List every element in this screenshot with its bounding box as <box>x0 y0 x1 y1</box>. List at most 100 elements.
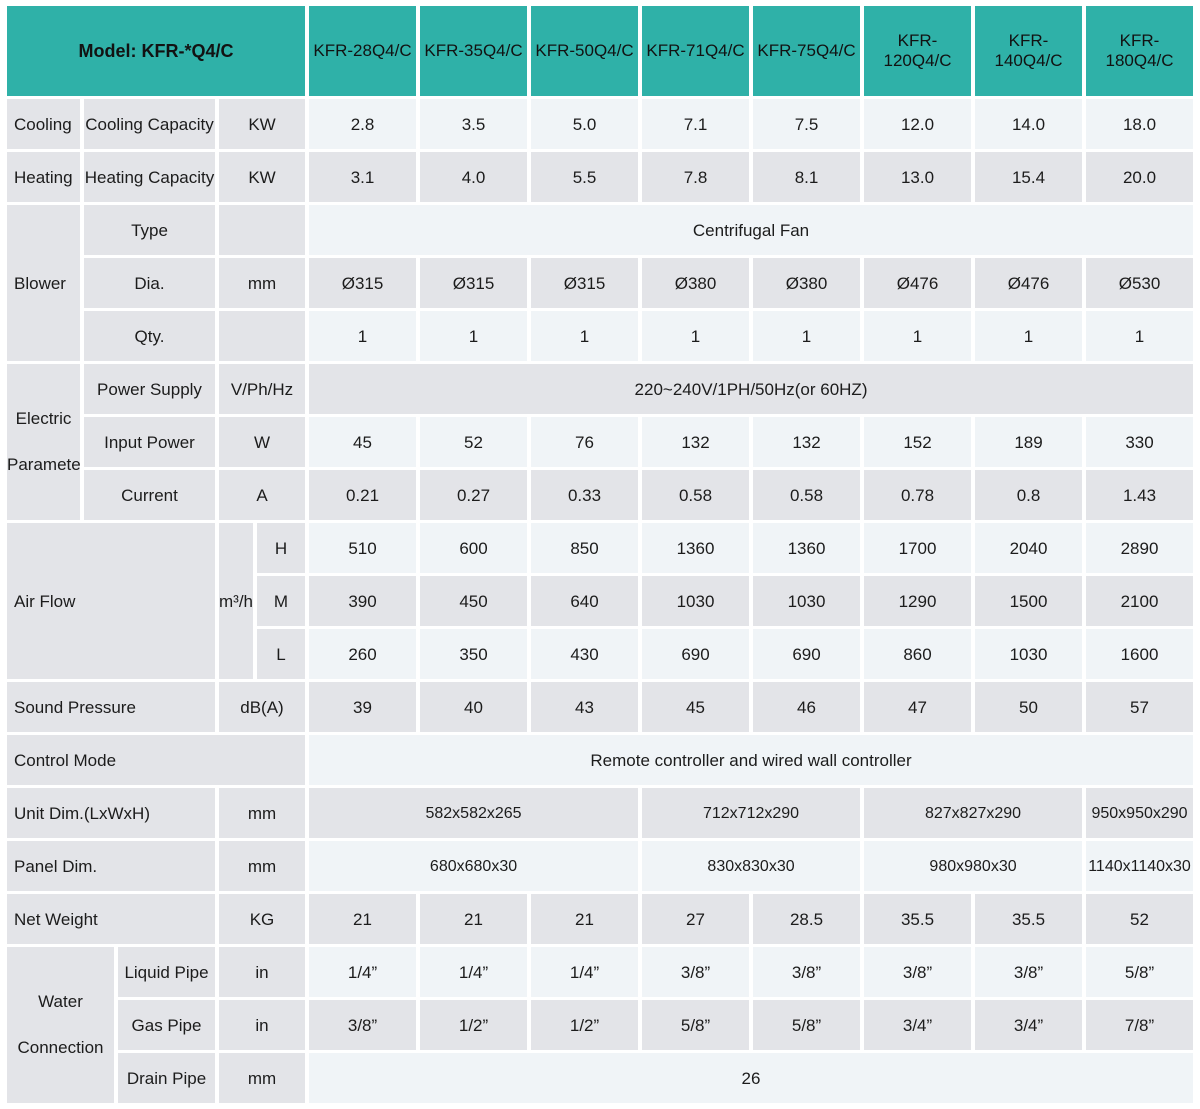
model-column-header: KFR-71Q4/C <box>642 6 750 96</box>
value-cell: 0.78 <box>864 470 972 520</box>
model-column-header: KFR-35Q4/C <box>420 6 528 96</box>
value-cell: 1290 <box>864 576 972 626</box>
row-blower-dia: Dia. mm Ø315 Ø315 Ø315 Ø380 Ø380 Ø476 Ø4… <box>7 258 1194 308</box>
value-cell: 7.1 <box>642 99 750 149</box>
row-airflow-medium: M 390 450 640 1030 1030 1290 1500 2100 <box>7 576 1194 626</box>
value-cell: 950x950x290 <box>1086 788 1194 838</box>
value-cell-span: Centrifugal Fan <box>309 205 1194 255</box>
value-cell: 860 <box>864 629 972 679</box>
model-column-header: KFR-180Q4/C <box>1086 6 1194 96</box>
value-cell: 18.0 <box>1086 99 1194 149</box>
value-cell: 430 <box>531 629 639 679</box>
value-cell: 4.0 <box>420 152 528 202</box>
value-cell: 1600 <box>1086 629 1194 679</box>
value-cell: Ø380 <box>642 258 750 308</box>
value-cell: 1 <box>309 311 417 361</box>
sub-label: Power Supply <box>84 364 215 414</box>
category-label: Electric Parameter <box>7 364 80 520</box>
value-cell: 390 <box>309 576 417 626</box>
unit-label: in <box>219 947 306 997</box>
value-cell: 3/8” <box>753 947 861 997</box>
value-cell: 2100 <box>1086 576 1194 626</box>
value-cell: 1140x1140x30 <box>1086 841 1194 891</box>
value-cell: 850 <box>531 523 639 573</box>
value-cell: 1 <box>1086 311 1194 361</box>
value-cell: 5/8” <box>642 1000 750 1050</box>
value-cell: 1030 <box>642 576 750 626</box>
value-cell: 1030 <box>975 629 1083 679</box>
value-cell: 21 <box>420 894 528 944</box>
value-cell: 132 <box>753 417 861 467</box>
value-cell: 5.5 <box>531 152 639 202</box>
value-cell: 13.0 <box>864 152 972 202</box>
value-cell: 2.8 <box>309 99 417 149</box>
sub-label: Cooling Capacity <box>84 99 215 149</box>
value-cell: 1.43 <box>1086 470 1194 520</box>
unit-label: mm <box>219 1053 306 1103</box>
row-input-power: Input Power W 45 52 76 132 132 152 189 3… <box>7 417 1194 467</box>
value-cell: 57 <box>1086 682 1194 732</box>
value-cell: Ø315 <box>420 258 528 308</box>
value-cell: 52 <box>420 417 528 467</box>
value-cell: 27 <box>642 894 750 944</box>
spec-table: Model: KFR-*Q4/C KFR-28Q4/C KFR-35Q4/C K… <box>3 3 1197 1106</box>
value-cell: 350 <box>420 629 528 679</box>
value-cell: 2890 <box>1086 523 1194 573</box>
row-drain-pipe: Drain Pipe mm 26 <box>7 1053 1194 1103</box>
value-cell: Ø380 <box>753 258 861 308</box>
value-cell: 1030 <box>753 576 861 626</box>
row-blower-type: Blower Type Centrifugal Fan <box>7 205 1194 361</box>
value-cell: 7.5 <box>753 99 861 149</box>
category-label: Blower <box>7 205 80 361</box>
value-cell: 189 <box>975 417 1083 467</box>
value-cell: 1 <box>420 311 528 361</box>
model-column-header: KFR-50Q4/C <box>531 6 639 96</box>
value-cell: 1360 <box>642 523 750 573</box>
value-cell-span: 680x680x30 <box>309 841 639 891</box>
value-cell: 43 <box>531 682 639 732</box>
value-cell: 1700 <box>864 523 972 573</box>
value-cell: 35.5 <box>975 894 1083 944</box>
value-cell: 0.58 <box>753 470 861 520</box>
value-cell: 330 <box>1086 417 1194 467</box>
unit-label: dB(A) <box>219 682 306 732</box>
value-cell: 3/8” <box>975 947 1083 997</box>
value-cell: 152 <box>864 417 972 467</box>
value-cell: 3/8” <box>642 947 750 997</box>
speed-label: H <box>257 523 306 573</box>
row-panel-dim: Panel Dim. mm 680x680x30 830x830x30 980x… <box>7 841 1194 891</box>
value-cell: 260 <box>309 629 417 679</box>
value-cell: 35.5 <box>864 894 972 944</box>
value-cell: 0.8 <box>975 470 1083 520</box>
value-cell: 1500 <box>975 576 1083 626</box>
value-cell-span: 220~240V/1PH/50Hz(or 60HZ) <box>309 364 1194 414</box>
value-cell-span: 980x980x30 <box>864 841 1083 891</box>
value-cell: 40 <box>420 682 528 732</box>
value-cell: Ø315 <box>531 258 639 308</box>
category-label: Unit Dim.(LxWxH) <box>7 788 215 838</box>
unit-label: KW <box>219 152 306 202</box>
category-label: Sound Pressure <box>7 682 215 732</box>
value-cell: 2040 <box>975 523 1083 573</box>
value-cell: 640 <box>531 576 639 626</box>
row-blower-qty: Qty. 1 1 1 1 1 1 1 1 <box>7 311 1194 361</box>
value-cell: 1 <box>864 311 972 361</box>
category-label: Panel Dim. <box>7 841 215 891</box>
speed-label: L <box>257 629 306 679</box>
value-cell-span: Remote controller and wired wall control… <box>309 735 1194 785</box>
category-label: Net Weight <box>7 894 215 944</box>
unit-label: mm <box>219 788 306 838</box>
value-cell: 28.5 <box>753 894 861 944</box>
row-net-weight: Net Weight KG 21 21 21 27 28.5 35.5 35.5… <box>7 894 1194 944</box>
value-cell: 21 <box>531 894 639 944</box>
value-cell: 8.1 <box>753 152 861 202</box>
value-cell: 690 <box>753 629 861 679</box>
value-cell: 52 <box>1086 894 1194 944</box>
value-cell: 45 <box>309 417 417 467</box>
row-gas-pipe: Gas Pipe in 3/8” 1/2” 1/2” 5/8” 5/8” 3/4… <box>7 1000 1194 1050</box>
sub-label: Gas Pipe <box>118 1000 215 1050</box>
unit-label: A <box>219 470 306 520</box>
value-cell: 690 <box>642 629 750 679</box>
model-column-header: KFR-120Q4/C <box>864 6 972 96</box>
row-current: Current A 0.21 0.27 0.33 0.58 0.58 0.78 … <box>7 470 1194 520</box>
